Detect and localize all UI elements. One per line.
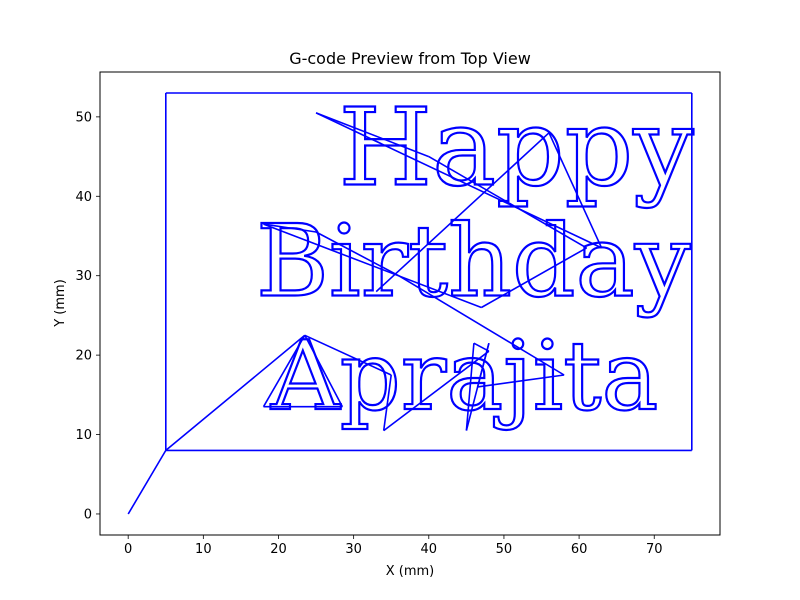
y-tick-label: 10 [75, 428, 92, 443]
toolpath-segment [263, 223, 482, 309]
y-axis-label: Y (mm) [53, 279, 68, 328]
toolpath-segment [304, 334, 392, 376]
x-tick-label: 70 [646, 542, 663, 557]
y-tick-label: 0 [84, 507, 92, 522]
y-tick-label: 50 [75, 110, 92, 125]
plot-frame [99, 71, 721, 536]
toolpath-segment [465, 343, 475, 431]
toolpath-segment [315, 112, 602, 249]
toolpath-text-2: Birthday [256, 205, 691, 320]
y-tick-label: 20 [75, 349, 92, 364]
x-tick-label: 0 [124, 542, 132, 557]
toolpath-segment [428, 155, 588, 249]
toolpath-segment [477, 374, 565, 388]
toolpath-segment [165, 334, 306, 452]
toolpath-segment [315, 112, 430, 158]
x-axis-label: X (mm) [386, 564, 435, 579]
toolpath-segment [398, 275, 565, 376]
toolpath-segment [382, 374, 392, 431]
x-tick-label: 50 [496, 542, 513, 557]
toolpath-segment [127, 449, 167, 515]
x-tick-label: 60 [571, 542, 588, 557]
toolpath-segment [315, 231, 400, 277]
x-tick-label: 30 [345, 542, 362, 557]
y-tick-label: 40 [75, 190, 92, 205]
toolpath-segment [481, 247, 587, 309]
toolpath-segment [262, 334, 306, 408]
toolpath-segment [263, 223, 317, 233]
x-tick-label: 40 [421, 542, 438, 557]
toolpath-text-3: Aprajita [270, 322, 658, 432]
chart-title: G-code Preview from Top View [289, 49, 531, 68]
toolpath-segment [548, 132, 603, 249]
y-axis: 0 10 20 30 40 50 [75, 110, 100, 522]
y-tick-label: 30 [75, 269, 92, 284]
toolpath-segment [375, 132, 550, 293]
toolpath-text-1: Happy [339, 85, 695, 210]
toolpath-segment [304, 334, 344, 408]
x-axis: 0 10 20 30 40 50 60 70 [124, 535, 663, 557]
x-tick-label: 20 [270, 542, 287, 557]
toolpath-segment [476, 342, 490, 388]
x-tick-label: 10 [195, 542, 212, 557]
